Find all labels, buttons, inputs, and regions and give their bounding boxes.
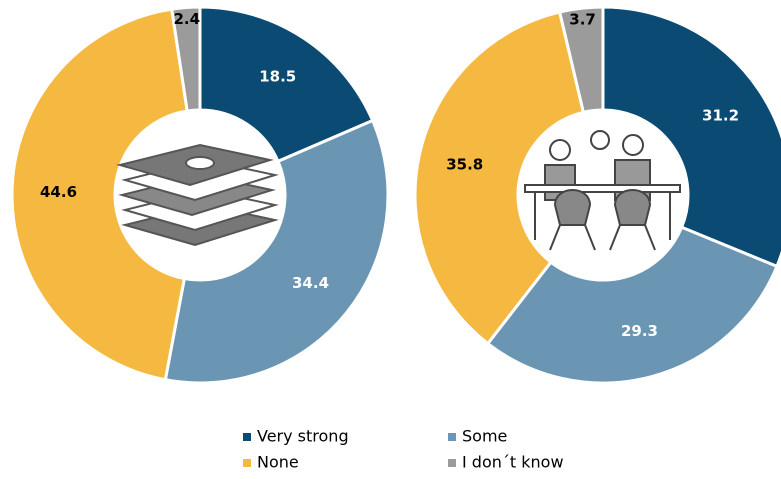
legend-marker bbox=[243, 433, 251, 441]
value-label: 34.4 bbox=[292, 274, 329, 292]
donut-slice bbox=[557, 5, 605, 115]
value-label: 3.7 bbox=[569, 11, 596, 29]
donut-slice bbox=[601, 5, 781, 269]
meeting-icon bbox=[524, 130, 681, 251]
icons bbox=[116, 130, 681, 251]
legend-label: I don´t know bbox=[462, 453, 564, 472]
value-label: 18.5 bbox=[259, 67, 296, 85]
value-label: 44.6 bbox=[40, 183, 77, 201]
donut-slice bbox=[163, 118, 390, 385]
value-label: 31.2 bbox=[702, 107, 739, 125]
legend-marker bbox=[448, 459, 456, 467]
value-label: 35.8 bbox=[446, 156, 483, 174]
legend-marker bbox=[243, 459, 251, 467]
donut-slice bbox=[485, 225, 779, 385]
legend-label: None bbox=[257, 453, 299, 472]
legend-label: Very strong bbox=[257, 427, 349, 446]
value-label: 29.3 bbox=[621, 322, 658, 340]
donut-slice bbox=[198, 5, 375, 164]
legend-label: Some bbox=[462, 427, 507, 446]
donut-slice bbox=[413, 10, 586, 346]
legend-marker bbox=[448, 433, 456, 441]
donut-slice bbox=[170, 5, 202, 113]
money-icon bbox=[116, 143, 279, 247]
value-label: 2.4 bbox=[173, 10, 200, 28]
donut-slice bbox=[10, 7, 189, 382]
